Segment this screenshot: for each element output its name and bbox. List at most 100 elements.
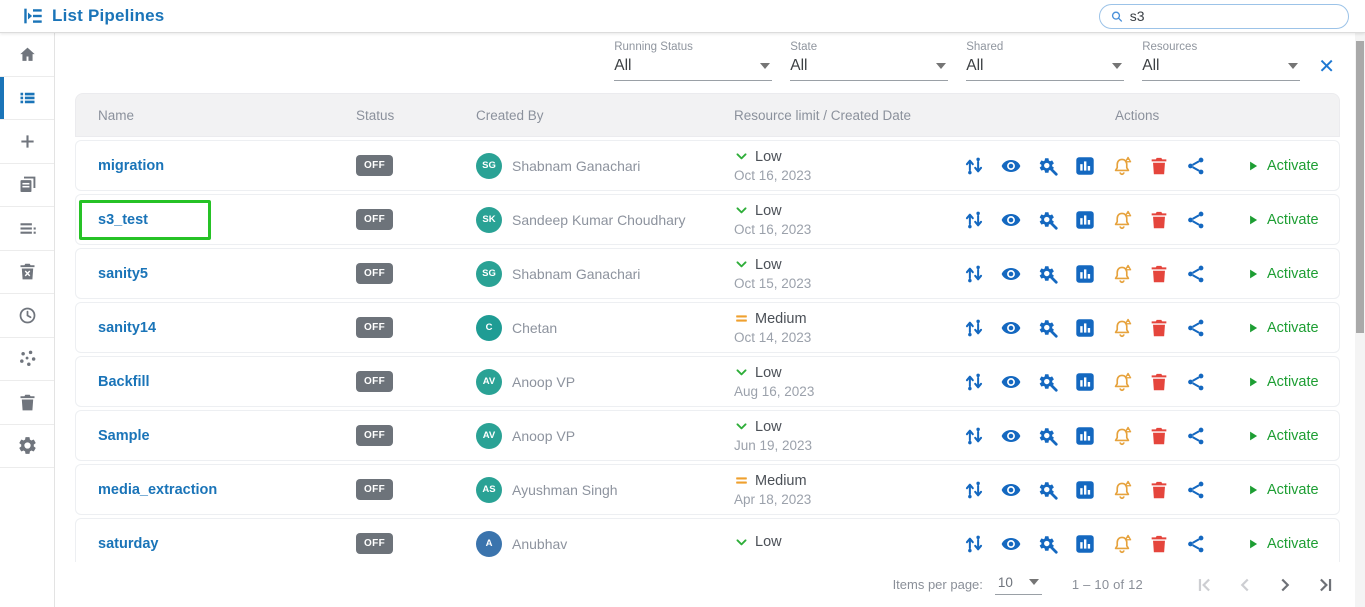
- activate-button[interactable]: Activate: [1246, 428, 1319, 444]
- delete-button[interactable]: [1148, 371, 1170, 393]
- sidebar-item-trash[interactable]: [0, 381, 54, 425]
- share-button[interactable]: [1185, 155, 1207, 177]
- filter-dropdown[interactable]: Shared All: [966, 41, 1124, 81]
- share-button[interactable]: [1185, 425, 1207, 447]
- config-button[interactable]: [1037, 425, 1059, 447]
- scrollbar-thumb[interactable]: [1356, 41, 1364, 333]
- activate-button[interactable]: Activate: [1246, 212, 1319, 228]
- config-button[interactable]: [1037, 263, 1059, 285]
- activate-button[interactable]: Activate: [1246, 482, 1319, 498]
- sidebar-item-home[interactable]: [0, 33, 54, 77]
- last-page-button[interactable]: [1313, 573, 1337, 597]
- pipeline-name-link[interactable]: migration: [98, 158, 164, 174]
- delete-button[interactable]: [1148, 155, 1170, 177]
- share-button[interactable]: [1185, 263, 1207, 285]
- menu-open-icon[interactable]: [22, 5, 44, 27]
- filter-dropdown[interactable]: Resources All: [1142, 41, 1300, 81]
- analytics-button[interactable]: [1074, 209, 1096, 231]
- pipeline-flow-button[interactable]: [963, 533, 985, 555]
- analytics-button[interactable]: [1074, 425, 1096, 447]
- resource-low-icon: [734, 419, 749, 434]
- activate-button[interactable]: Activate: [1246, 320, 1319, 336]
- pipeline-flow-button[interactable]: [963, 263, 985, 285]
- items-per-page-select[interactable]: 10: [995, 575, 1042, 595]
- config-button[interactable]: [1037, 209, 1059, 231]
- sidebar-item-list-details[interactable]: [0, 207, 54, 251]
- sidebar-item-add[interactable]: [0, 120, 54, 164]
- config-button[interactable]: [1037, 155, 1059, 177]
- first-page-button[interactable]: [1193, 573, 1217, 597]
- pipeline-name-link[interactable]: sanity14: [98, 320, 156, 336]
- filter-dropdown[interactable]: Running Status All: [614, 41, 772, 81]
- clear-filters-button[interactable]: ✕: [1318, 57, 1335, 77]
- config-button[interactable]: [1037, 317, 1059, 339]
- activate-button[interactable]: Activate: [1246, 266, 1319, 282]
- pipeline-flow-button[interactable]: [963, 425, 985, 447]
- delete-button[interactable]: [1148, 425, 1170, 447]
- pipeline-name-link[interactable]: media_extraction: [98, 482, 217, 498]
- pipeline-name-link[interactable]: saturday: [98, 536, 158, 552]
- pipeline-flow-button[interactable]: [963, 479, 985, 501]
- pipeline-flow-button[interactable]: [963, 155, 985, 177]
- alerts-button[interactable]: [1111, 317, 1133, 339]
- sidebar-item-pipelines-list[interactable]: [0, 77, 54, 121]
- config-button[interactable]: [1037, 533, 1059, 555]
- view-button[interactable]: [1000, 479, 1022, 501]
- activate-button[interactable]: Activate: [1246, 536, 1319, 552]
- view-button[interactable]: [1000, 371, 1022, 393]
- next-page-button[interactable]: [1273, 573, 1297, 597]
- share-button[interactable]: [1185, 371, 1207, 393]
- activate-button[interactable]: Activate: [1246, 374, 1319, 390]
- sidebar-item-settings[interactable]: [0, 425, 54, 469]
- sidebar-item-copy[interactable]: [0, 164, 54, 208]
- analytics-button[interactable]: [1074, 263, 1096, 285]
- view-button[interactable]: [1000, 155, 1022, 177]
- view-button[interactable]: [1000, 533, 1022, 555]
- pipeline-name-link[interactable]: Sample: [98, 428, 150, 444]
- alerts-button[interactable]: [1111, 425, 1133, 447]
- analytics-button[interactable]: [1074, 155, 1096, 177]
- delete-button[interactable]: [1148, 317, 1170, 339]
- sidebar-item-hub[interactable]: [0, 338, 54, 382]
- pipeline-flow-icon: [963, 317, 985, 339]
- config-button[interactable]: [1037, 371, 1059, 393]
- alerts-button[interactable]: [1111, 479, 1133, 501]
- alerts-button[interactable]: [1111, 263, 1133, 285]
- analytics-button[interactable]: [1074, 371, 1096, 393]
- delete-button[interactable]: [1148, 479, 1170, 501]
- activate-button[interactable]: Activate: [1246, 158, 1319, 174]
- pipeline-flow-button[interactable]: [963, 317, 985, 339]
- play-icon: [1246, 159, 1260, 173]
- vertical-scrollbar[interactable]: [1355, 33, 1365, 607]
- alerts-button[interactable]: [1111, 209, 1133, 231]
- pipeline-name-link[interactable]: sanity5: [98, 266, 148, 282]
- sidebar-item-trash-x[interactable]: [0, 251, 54, 295]
- share-button[interactable]: [1185, 209, 1207, 231]
- alerts-button[interactable]: [1111, 533, 1133, 555]
- analytics-button[interactable]: [1074, 533, 1096, 555]
- pipeline-name-link[interactable]: s3_test: [98, 212, 148, 228]
- sidebar-item-history[interactable]: [0, 294, 54, 338]
- pipeline-flow-button[interactable]: [963, 371, 985, 393]
- share-button[interactable]: [1185, 533, 1207, 555]
- delete-button[interactable]: [1148, 533, 1170, 555]
- alerts-button[interactable]: [1111, 371, 1133, 393]
- view-button[interactable]: [1000, 425, 1022, 447]
- config-button[interactable]: [1037, 479, 1059, 501]
- share-button[interactable]: [1185, 479, 1207, 501]
- analytics-button[interactable]: [1074, 479, 1096, 501]
- view-button[interactable]: [1000, 317, 1022, 339]
- view-button[interactable]: [1000, 209, 1022, 231]
- pipeline-flow-button[interactable]: [963, 209, 985, 231]
- view-button[interactable]: [1000, 263, 1022, 285]
- pipeline-name-link[interactable]: Backfill: [98, 374, 150, 390]
- filter-dropdown[interactable]: State All: [790, 41, 948, 81]
- search-box[interactable]: [1099, 4, 1349, 29]
- delete-button[interactable]: [1148, 209, 1170, 231]
- alerts-button[interactable]: [1111, 155, 1133, 177]
- share-button[interactable]: [1185, 317, 1207, 339]
- analytics-button[interactable]: [1074, 317, 1096, 339]
- search-input[interactable]: [1130, 8, 1338, 24]
- delete-button[interactable]: [1148, 263, 1170, 285]
- previous-page-button[interactable]: [1233, 573, 1257, 597]
